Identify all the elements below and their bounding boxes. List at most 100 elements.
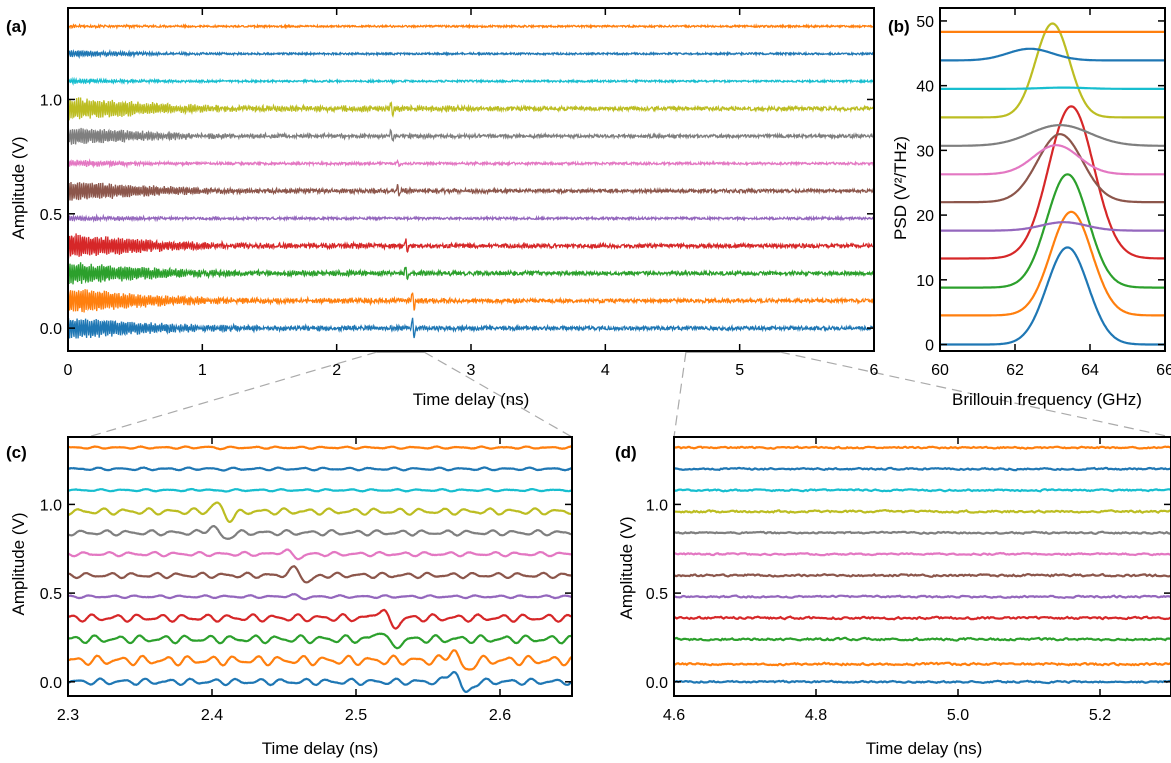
panel-b-ytick-label: 40 xyxy=(916,79,934,96)
panel-c-chart: (c) Time delay (ns) Amplitude (V) 2.3 2.4… xyxy=(6,436,573,758)
panel-d-series-line xyxy=(674,615,1171,621)
panel-a-ytick-label: 0.0 xyxy=(40,321,62,338)
panel-a-ytick-label: 0.5 xyxy=(40,207,62,224)
panel-d-series-line xyxy=(674,488,1171,493)
panel-a-xtick-label: 0 xyxy=(64,362,73,379)
panel-b-series-line xyxy=(940,86,1165,90)
zoom-connector-line xyxy=(779,351,1171,438)
panel-b-chart: (b) Brillouin frequency (GHz) PSD (V²/TH… xyxy=(888,7,1171,409)
panel-a-series-group xyxy=(68,23,874,339)
panel-a-xtick-label: 1 xyxy=(198,362,207,379)
zoom-connector-line xyxy=(87,351,378,438)
panel-b-series-line xyxy=(940,133,1165,204)
panel-a-xtick-label: 3 xyxy=(467,362,476,379)
panel-c-ytick-label: 0.0 xyxy=(40,675,62,692)
panel-c-series-line xyxy=(68,525,572,541)
panel-c-series-line xyxy=(68,592,572,601)
panel-c-frame xyxy=(67,436,573,697)
panel-c-series-line xyxy=(68,487,572,493)
panel-d-series-line xyxy=(674,530,1171,536)
panel-c-series-line xyxy=(68,608,572,630)
panel-d-series-line xyxy=(674,636,1171,642)
panel-b-label: (b) xyxy=(888,17,910,36)
panel-c-xtick-label: 2.6 xyxy=(489,707,511,724)
panel-c-series-line xyxy=(68,649,572,671)
panel-d-series-line xyxy=(674,679,1171,685)
panel-c-ytick-label: 0.5 xyxy=(40,586,62,603)
panel-d-series-line xyxy=(674,572,1171,578)
panel-c-series-line xyxy=(68,632,572,650)
panel-a-series-line xyxy=(68,181,874,201)
panel-d-xtick-label: 5.2 xyxy=(1089,707,1111,724)
panel-b-series-line xyxy=(940,210,1165,317)
panel-d-xtick-label: 5.0 xyxy=(947,707,969,724)
panel-a-ylabel: Amplitude (V) xyxy=(9,137,28,240)
panel-c-xtick-label: 2.4 xyxy=(201,707,223,724)
zoom-connector-line xyxy=(673,351,687,438)
panel-a-chart: (a) Time delay (ns) Amplitude (V) 0 1 2 3 4 5… xyxy=(6,7,879,409)
panel-b-frame xyxy=(939,7,1166,352)
panel-a-series-line xyxy=(68,23,874,30)
panel-c-series-line xyxy=(68,466,572,472)
panel-a-series-line xyxy=(68,262,874,285)
panel-c-xlabel: Time delay (ns) xyxy=(262,739,379,758)
panel-d-series-line xyxy=(674,508,1171,514)
panel-b-series-line xyxy=(940,22,1165,119)
panel-c-series-line xyxy=(68,445,572,451)
panel-c-series-line xyxy=(68,548,572,561)
panel-b-series-line xyxy=(940,105,1165,260)
panel-a-xtick-label: 6 xyxy=(870,362,879,379)
panel-d-ytick-label: 0.5 xyxy=(646,586,668,603)
panel-c-ytick-label: 1.0 xyxy=(40,497,62,514)
panel-b-series-line xyxy=(940,124,1165,147)
panel-a-series-line xyxy=(68,213,874,223)
panel-c-ylabel: Amplitude (V) xyxy=(9,513,28,616)
panel-a-ytick-label: 1.0 xyxy=(40,92,62,109)
zoom-connector-line xyxy=(423,351,573,438)
panel-b-series-group xyxy=(940,22,1165,346)
panel-a-series-line xyxy=(68,233,874,259)
panel-b-xtick-label: 66 xyxy=(1156,362,1171,379)
panel-b-ytick-label: 30 xyxy=(916,143,934,160)
panel-b-xtick-label: 60 xyxy=(931,362,949,379)
panel-c-series-line xyxy=(68,670,572,694)
panel-a-series-line xyxy=(68,158,874,169)
panel-a-xtick-label: 2 xyxy=(332,362,341,379)
panel-a-series-line xyxy=(68,289,874,313)
panel-d-label: (d) xyxy=(615,443,637,462)
panel-b-series-line xyxy=(940,221,1165,232)
panel-d-ytick-label: 1.0 xyxy=(646,497,668,514)
panel-d-series-line xyxy=(674,594,1171,600)
panel-b-xlabel: Brillouin frequency (GHz) xyxy=(952,390,1142,409)
panel-a-label: (a) xyxy=(6,17,27,36)
panel-a-xtick-label: 4 xyxy=(601,362,610,379)
panel-b-xtick-label: 64 xyxy=(1081,362,1099,379)
panel-d-series-line xyxy=(674,661,1171,667)
panel-d-frame xyxy=(673,436,1171,697)
panel-b-series-line xyxy=(940,144,1165,176)
panel-d-xlabel: Time delay (ns) xyxy=(866,739,983,758)
panel-b-series-line xyxy=(940,246,1165,346)
panel-b-ylabel: PSD (V²/THz) xyxy=(891,136,910,240)
panel-c-series-line xyxy=(68,565,572,584)
panel-b-ytick-label: 10 xyxy=(916,273,934,290)
panel-c-series-group xyxy=(68,445,572,694)
panel-b-series-line xyxy=(940,173,1165,289)
panel-c-label: (c) xyxy=(6,443,27,462)
panel-d-ylabel: Amplitude (V) xyxy=(617,517,636,620)
panel-a-xlabel: Time delay (ns) xyxy=(413,390,530,409)
panel-b-series-line xyxy=(940,47,1165,62)
panel-a-series-line xyxy=(68,48,874,60)
panel-c-series-line xyxy=(68,501,572,523)
panel-b-ytick-label: 50 xyxy=(916,14,934,31)
panel-d-series-line xyxy=(674,445,1171,450)
panel-d-xtick-label: 4.6 xyxy=(663,707,685,724)
panel-b-ytick-label: 0 xyxy=(925,338,934,355)
panel-a-xtick-label: 5 xyxy=(735,362,744,379)
panel-b-xtick-label: 62 xyxy=(1006,362,1024,379)
panel-a-series-line xyxy=(68,127,874,145)
panel-d-ytick-label: 0.0 xyxy=(646,675,668,692)
panel-c-xtick-label: 2.3 xyxy=(57,707,79,724)
panel-b-ytick-label: 20 xyxy=(916,208,934,225)
panel-a-frame xyxy=(67,7,875,352)
